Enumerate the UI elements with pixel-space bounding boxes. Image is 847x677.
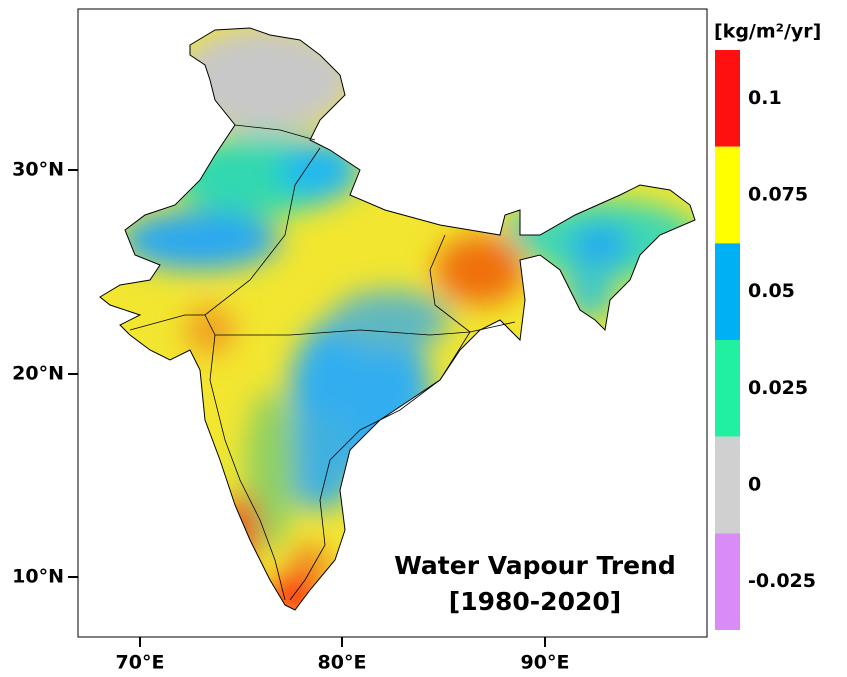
color-bin-label: 0.025 — [748, 377, 808, 399]
region-boundaries — [129, 124, 516, 601]
x-tick-label: 70°E — [116, 652, 165, 674]
color-bin-label: -0.025 — [748, 570, 816, 592]
y-tick-label: 10°N — [12, 566, 64, 588]
x-axis: 70°E 80°E 90°E — [116, 637, 570, 674]
color-bin-label: 0.05 — [748, 280, 795, 302]
color-bin-label: 0.075 — [748, 184, 808, 206]
country-outline — [99, 27, 696, 611]
color-bin — [715, 50, 740, 147]
x-tick-label: 80°E — [318, 652, 367, 674]
colorbar-unit: [kg/m²/yr] — [714, 21, 821, 43]
color-bin — [715, 146, 740, 244]
y-tick-label: 30°N — [12, 159, 64, 181]
y-tick-label: 20°N — [12, 363, 64, 385]
y-axis: 30°N 20°N 10°N — [12, 159, 78, 588]
colorbar: [kg/m²/yr] 0.1 0.075 0.05 0.025 0 -0.025 — [714, 21, 821, 630]
x-tick-label: 90°E — [521, 652, 570, 674]
map-title: Water Vapour Trend — [394, 551, 676, 580]
color-bin-label: 0.1 — [748, 87, 782, 109]
color-bin — [715, 436, 740, 534]
map-subtitle: [1980-2020] — [449, 587, 621, 616]
color-bin — [715, 243, 740, 340]
color-bin-label: 0 — [748, 474, 761, 496]
color-bin — [715, 533, 740, 630]
color-bin — [715, 340, 740, 437]
